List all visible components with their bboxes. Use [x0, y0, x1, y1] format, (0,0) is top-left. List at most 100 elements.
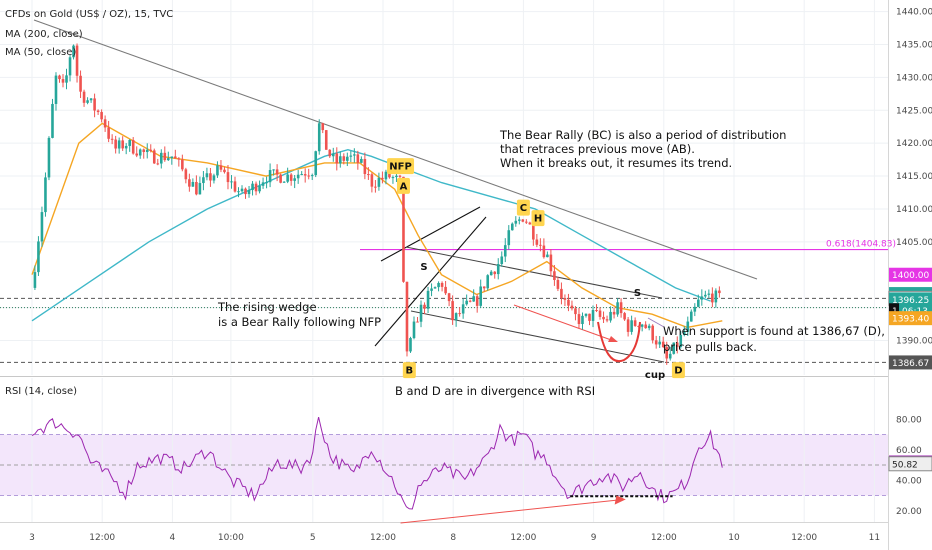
annotation-wedge-1: The rising wedge	[217, 300, 317, 314]
axes: 3 12:00 4 10:00 5 12:00 8 12:00 9 12:00 10 12:00 11 1…	[29, 8, 932, 543]
drawings	[33, 19, 758, 363]
candle-body	[651, 325, 654, 341]
candle-body	[370, 174, 374, 187]
annotation-bear-rally-2: that retraces previous move (AB).	[500, 142, 695, 156]
candle-body	[714, 290, 718, 303]
candle-body	[121, 140, 124, 149]
candle-body	[598, 310, 602, 317]
candle-body	[177, 158, 181, 160]
candle-body	[707, 293, 711, 295]
candle-body	[89, 98, 93, 101]
candle-body	[391, 177, 395, 179]
marker-box	[402, 362, 416, 379]
price-axis-label: 1410.00	[896, 205, 932, 215]
candle-body	[282, 181, 286, 183]
cup-curve	[597, 321, 641, 363]
candle-body	[44, 177, 47, 213]
candle-body	[384, 171, 388, 180]
candle-body	[447, 293, 451, 302]
time-axis-label: 10	[728, 533, 740, 543]
candle-body	[367, 174, 370, 176]
candle-body	[626, 319, 630, 332]
candle-body	[342, 156, 346, 161]
downtrend-line	[33, 19, 758, 280]
candle-body	[697, 299, 700, 307]
candle-body	[605, 319, 609, 321]
candle-body	[658, 341, 662, 345]
candle-body	[188, 179, 191, 187]
marker-box	[396, 177, 410, 194]
candle-body	[493, 271, 497, 275]
marker-label-nfp: NFP	[389, 162, 412, 173]
time-axis-label: 9	[591, 533, 597, 543]
candle-body	[61, 79, 65, 83]
candle-body	[486, 275, 490, 289]
candle-body	[689, 311, 693, 322]
candle-body	[535, 239, 539, 245]
candle-body	[216, 165, 219, 176]
candle-body	[275, 169, 279, 175]
candle-body	[328, 149, 332, 157]
candle-body	[96, 110, 100, 113]
price-axis-label: 1430.00	[896, 73, 932, 83]
marker-label-b: B	[406, 366, 414, 377]
candle-body	[268, 170, 272, 183]
candle-body	[630, 320, 633, 332]
candle-body	[58, 75, 61, 80]
candle-body	[296, 174, 300, 179]
candle-body	[233, 181, 237, 192]
annotation-bear-rally-3: When it breaks out, it resumes its trend…	[500, 156, 732, 170]
candle-body	[107, 127, 110, 139]
candle-body	[668, 353, 672, 359]
price-tag-3: 1396.25	[892, 296, 929, 306]
candle-body	[47, 137, 51, 178]
rsi-tag-1-bg	[888, 456, 932, 472]
candle-body	[321, 123, 325, 131]
candle-body	[247, 190, 251, 195]
candle-body	[661, 341, 665, 348]
annotation-support-1: When support is found at 1386,67 (D),	[663, 324, 885, 338]
annotation-support-2: price pulls back.	[663, 340, 757, 354]
candle-body	[458, 313, 461, 315]
rsi-tag-1: 50.82	[892, 460, 918, 470]
candle-body	[679, 334, 683, 347]
candle-body	[356, 154, 360, 163]
rsi-red-arrow-head	[614, 495, 626, 505]
candle-body	[616, 302, 619, 315]
time-axis-label: 12:00	[791, 533, 817, 543]
candle-body	[430, 288, 433, 291]
price-axis-label: 1405.00	[896, 238, 932, 248]
marker-box	[516, 199, 530, 216]
time-axis-label: 11	[869, 533, 880, 543]
price-tag-6-bg	[889, 311, 932, 326]
candle-body	[163, 152, 167, 161]
candle-body	[496, 264, 500, 275]
candle-body	[360, 158, 363, 163]
candle-body	[402, 176, 405, 282]
candle-body	[419, 304, 423, 322]
candle-body	[409, 338, 412, 352]
price-axis-label: 1435.00	[896, 40, 932, 50]
candle-body	[440, 282, 444, 287]
candle-body	[240, 188, 244, 192]
candle-body	[100, 112, 103, 120]
candle-body	[82, 91, 86, 103]
channel-upper-line	[405, 246, 663, 299]
candle-body	[72, 45, 75, 58]
marker-label-a: A	[400, 181, 408, 192]
candle-body	[665, 347, 669, 359]
candle-body	[265, 182, 268, 184]
plain-label-cup: cup	[645, 370, 665, 381]
candle-body	[514, 220, 518, 224]
candle-body	[181, 159, 184, 170]
candle-body	[602, 316, 605, 320]
candle-body	[623, 313, 626, 320]
candle-body	[114, 139, 117, 149]
rsi-line	[31, 416, 723, 510]
candle-body	[65, 75, 68, 83]
price-tag-0: 1400.00	[892, 271, 929, 281]
candle-body	[93, 98, 96, 111]
candle-body	[556, 280, 560, 289]
candle-body	[553, 271, 556, 281]
